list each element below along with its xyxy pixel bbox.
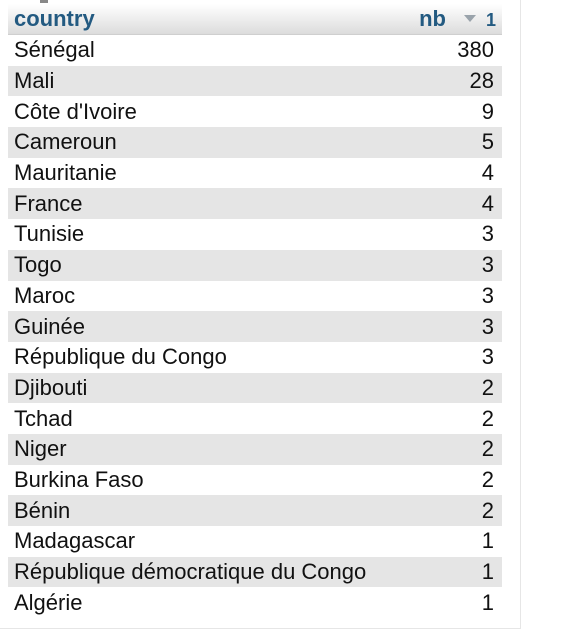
cell-country: Algérie xyxy=(8,587,406,619)
cell-nb: 380 xyxy=(405,34,502,66)
table-row[interactable]: Mali 28 xyxy=(8,65,502,97)
cell-nb: 1 xyxy=(405,526,502,557)
cell-nb: 4 xyxy=(405,157,502,189)
table-row[interactable]: Madagascar 1 xyxy=(8,526,502,557)
cell-nb: 3 xyxy=(405,219,502,250)
cell-nb: 2 xyxy=(405,403,502,434)
table-row[interactable]: Côte d'Ivoire 9 xyxy=(8,96,502,128)
cell-country: Mali xyxy=(8,65,406,97)
table-row[interactable]: Tunisie 3 xyxy=(8,219,502,250)
cell-nb: 2 xyxy=(405,495,502,526)
cell-country: Djibouti xyxy=(8,372,406,404)
cell-country: Mauritanie xyxy=(8,157,406,189)
sort-order-index: 1 xyxy=(485,10,496,30)
cell-country: République démocratique du Congo xyxy=(8,556,406,588)
table-body: Sénégal 380 Mali 28 Côte d'Ivoire 9 Cameroun 5 M… xyxy=(8,34,502,619)
sort-desc-icon[interactable] xyxy=(463,15,476,23)
cell-nb: 3 xyxy=(405,249,502,281)
cell-country: Sénégal xyxy=(8,34,406,66)
results-panel: country nb 1 Sénégal 380 Mali 28 Côte d'Ivoir… xyxy=(0,0,521,629)
table-row[interactable]: Togo 3 xyxy=(8,249,502,281)
table-row[interactable]: Niger 2 xyxy=(8,433,502,465)
cell-country: Maroc xyxy=(8,280,406,312)
cell-country: Guinée xyxy=(8,311,406,342)
cell-country: République du Congo xyxy=(8,341,406,373)
table-row[interactable]: République démocratique du Congo 1 xyxy=(8,556,502,588)
column-header-nb[interactable]: nb 1 xyxy=(405,4,502,35)
table-row[interactable]: Bénin 2 xyxy=(8,495,502,526)
cell-nb: 1 xyxy=(405,556,502,588)
table-row[interactable]: Cameroun 5 xyxy=(8,127,502,158)
column-header-country[interactable]: country xyxy=(8,4,406,35)
table-row[interactable]: Maroc 3 xyxy=(8,280,502,312)
table-row[interactable]: Djibouti 2 xyxy=(8,372,502,404)
cell-nb: 3 xyxy=(405,280,502,312)
cell-country: Cameroun xyxy=(8,127,406,158)
table-row[interactable]: France 4 xyxy=(8,188,502,220)
table-row[interactable]: Sénégal 380 xyxy=(8,34,502,66)
cell-nb: 2 xyxy=(405,464,502,496)
cell-country: Côte d'Ivoire xyxy=(8,96,406,128)
cell-country: France xyxy=(8,188,406,220)
cell-country: Bénin xyxy=(8,495,406,526)
cell-country: Tunisie xyxy=(8,219,406,250)
column-header-country-label: country xyxy=(14,6,95,31)
cell-country: Tchad xyxy=(8,403,406,434)
cell-nb: 2 xyxy=(405,433,502,465)
table-row[interactable]: République du Congo 3 xyxy=(8,341,502,373)
cell-country: Niger xyxy=(8,433,406,465)
scroll-edge-mark xyxy=(40,0,48,3)
cell-country: Burkina Faso xyxy=(8,464,406,496)
cell-nb: 9 xyxy=(405,96,502,128)
table-row[interactable]: Algérie 1 xyxy=(8,587,502,619)
table-row[interactable]: Guinée 3 xyxy=(8,311,502,342)
table-header-row: country nb 1 xyxy=(8,4,502,35)
table-row[interactable]: Mauritanie 4 xyxy=(8,157,502,189)
cell-nb: 2 xyxy=(405,372,502,404)
results-table: country nb 1 Sénégal 380 Mali 28 Côte d'Ivoir… xyxy=(8,4,502,619)
column-header-nb-label: nb xyxy=(419,6,446,31)
cell-nb: 3 xyxy=(405,311,502,342)
cell-country: Togo xyxy=(8,249,406,281)
cell-country: Madagascar xyxy=(8,526,406,557)
cell-nb: 4 xyxy=(405,188,502,220)
cell-nb: 3 xyxy=(405,341,502,373)
table-row[interactable]: Tchad 2 xyxy=(8,403,502,434)
cell-nb: 1 xyxy=(405,587,502,619)
table-row[interactable]: Burkina Faso 2 xyxy=(8,464,502,496)
cell-nb: 28 xyxy=(405,65,502,97)
cell-nb: 5 xyxy=(405,127,502,158)
